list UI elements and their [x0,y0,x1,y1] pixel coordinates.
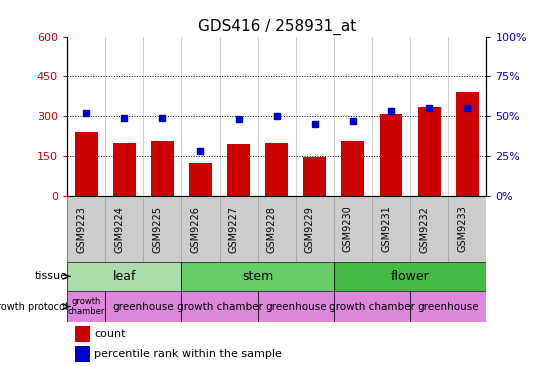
Text: GSM9227: GSM9227 [229,206,239,253]
Bar [418,107,440,196]
Bar [75,346,90,362]
Title: GDS416 / 258931_at: GDS416 / 258931_at [197,19,356,35]
Text: GSM9229: GSM9229 [305,206,315,253]
Text: growth protocol: growth protocol [0,302,68,311]
Bar [258,291,334,322]
Text: percentile rank within the sample: percentile rank within the sample [94,349,282,359]
Bar [182,262,334,291]
Text: GSM9230: GSM9230 [343,206,353,253]
Bar [67,262,182,291]
Bar [75,132,98,196]
Text: greenhouse: greenhouse [112,302,174,311]
Text: GSM9225: GSM9225 [153,206,162,253]
Bar [151,141,174,196]
Bar [227,144,250,196]
Text: GSM9224: GSM9224 [114,206,124,253]
Text: tissue: tissue [35,271,68,281]
Bar [456,92,479,196]
Text: greenhouse: greenhouse [418,302,479,311]
Text: count: count [94,329,126,339]
Bar [113,143,136,196]
Bar [189,163,212,196]
Bar [105,291,182,322]
Text: growth chamber: growth chamber [177,302,263,311]
Text: GSM9233: GSM9233 [457,206,467,253]
Bar [67,291,105,322]
Bar [182,291,258,322]
Bar [75,326,90,342]
Text: GSM9228: GSM9228 [267,206,277,253]
Bar [342,141,364,196]
Bar [334,262,486,291]
Bar [410,291,486,322]
Text: GSM9223: GSM9223 [76,206,86,253]
Bar [266,143,288,196]
Bar [380,113,402,196]
Text: GSM9232: GSM9232 [419,206,429,253]
Bar [334,291,410,322]
Text: GSM9226: GSM9226 [191,206,201,253]
Text: GSM9231: GSM9231 [381,206,391,253]
Text: greenhouse: greenhouse [265,302,326,311]
Text: growth chamber: growth chamber [329,302,415,311]
Text: growth
chamber: growth chamber [68,297,105,316]
Text: stem: stem [242,270,273,283]
Text: flower: flower [391,270,429,283]
Bar [304,157,326,196]
Text: leaf: leaf [112,270,136,283]
